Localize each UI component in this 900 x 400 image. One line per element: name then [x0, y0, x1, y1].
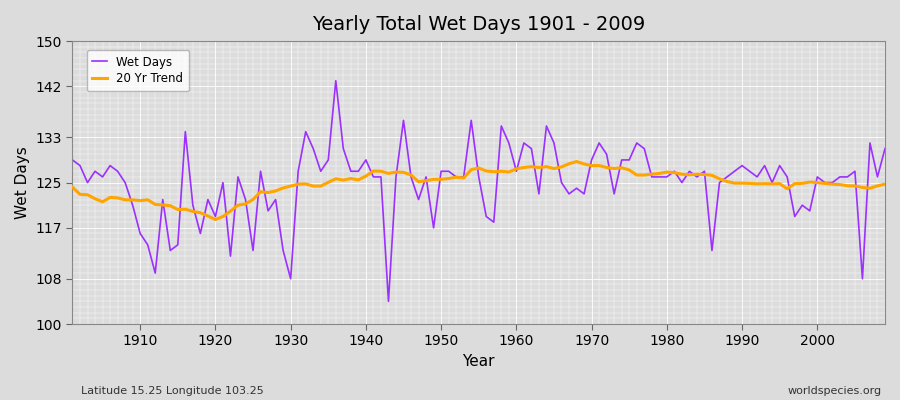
20 Yr Trend: [518, 165, 529, 170]
Wet Days: [292, 169, 303, 174]
20 Yr Trend: [616, 165, 627, 170]
Wet Days: [518, 140, 529, 145]
20 Yr Trend: [511, 166, 522, 171]
Wet Days: [346, 169, 356, 174]
20 Yr Trend: [301, 182, 311, 186]
Y-axis label: Wet Days: Wet Days: [15, 146, 30, 219]
Wet Days: [616, 158, 627, 162]
20 Yr Trend: [572, 159, 582, 164]
Wet Days: [526, 146, 536, 151]
Wet Days: [330, 78, 341, 83]
Wet Days: [68, 158, 78, 162]
20 Yr Trend: [346, 176, 356, 181]
Wet Days: [383, 299, 394, 304]
20 Yr Trend: [127, 198, 138, 202]
Wet Days: [879, 146, 890, 151]
20 Yr Trend: [68, 185, 78, 190]
Text: worldspecies.org: worldspecies.org: [788, 386, 882, 396]
Legend: Wet Days, 20 Yr Trend: Wet Days, 20 Yr Trend: [86, 50, 189, 91]
Title: Yearly Total Wet Days 1901 - 2009: Yearly Total Wet Days 1901 - 2009: [312, 15, 645, 34]
20 Yr Trend: [210, 217, 220, 222]
Line: 20 Yr Trend: 20 Yr Trend: [73, 162, 885, 220]
X-axis label: Year: Year: [463, 354, 495, 369]
Wet Days: [127, 203, 138, 208]
Text: Latitude 15.25 Longitude 103.25: Latitude 15.25 Longitude 103.25: [81, 386, 264, 396]
20 Yr Trend: [879, 182, 890, 186]
Line: Wet Days: Wet Days: [73, 81, 885, 301]
